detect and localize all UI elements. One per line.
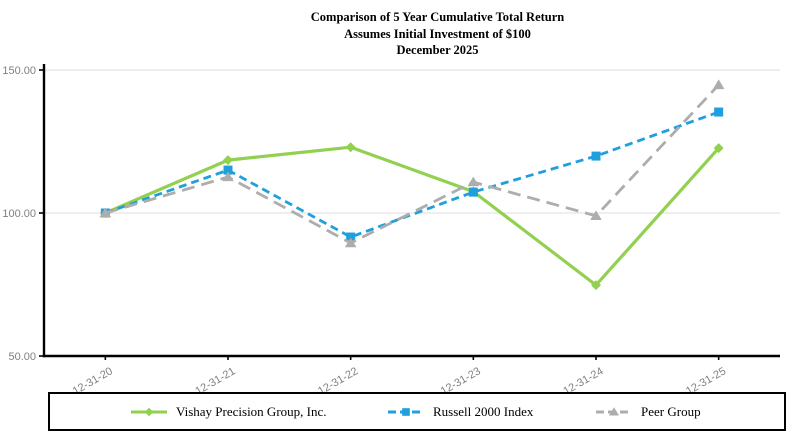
y-tick-label: 50.00 (8, 351, 36, 363)
triangle-marker (344, 237, 357, 248)
x-tick-label: 12-31-20 (71, 365, 115, 392)
diamond-marker (223, 155, 233, 166)
legend-line-sample-russell (388, 407, 424, 416)
legend-entry-vishay: Vishay Precision Group, Inc. (130, 404, 327, 420)
triangle-marker (467, 176, 480, 187)
chart-title: Comparison of 5 Year Cumulative Total Re… (80, 9, 795, 59)
chart-title-line3: December 2025 (396, 43, 479, 57)
chart-title-line2: Assumes Initial Investment of $100 (344, 26, 531, 41)
x-tick-label: 12-31-24 (561, 365, 605, 392)
triangle-marker (712, 79, 725, 90)
square-marker (402, 407, 410, 416)
square-marker (714, 107, 724, 117)
legend-line-sample-vishay (131, 407, 167, 416)
triangle-marker (99, 207, 112, 218)
x-tick-label: 12-31-21 (193, 365, 237, 392)
y-tick-label: 100.00 (2, 208, 36, 220)
legend-label-russell: Russell 2000 Index (433, 403, 534, 419)
legend: Vishay Precision Group, Inc. Russell 200… (48, 392, 786, 431)
square-marker (223, 165, 233, 175)
chart-title-line1: Comparison of 5 Year Cumulative Total Re… (310, 10, 565, 24)
legend-entry-russell: Russell 2000 Index (387, 404, 533, 420)
x-tick-label: 12-31-22 (316, 365, 360, 392)
gridlines (44, 69, 780, 214)
diamond-marker (713, 143, 724, 154)
square-marker (346, 232, 356, 242)
axes (39, 64, 780, 360)
legend-entry-peer: Peer Group (595, 404, 701, 420)
diamond-marker (144, 407, 154, 416)
square-marker (591, 151, 601, 161)
axis-tick-labels: 50.00 100.00 150.00 12-31-20 12-31-21 12-31-2… (2, 65, 728, 392)
x-tick-label: 12-31-25 (684, 365, 728, 392)
legend-line-sample-peer (596, 406, 632, 415)
diamond-marker (345, 142, 356, 153)
series-lines (99, 79, 725, 291)
legend-label-peer: Peer Group (641, 403, 701, 419)
x-tick-label: 12-31-23 (439, 365, 483, 392)
series-line-0 (104, 145, 720, 287)
series-line-2 (104, 83, 720, 245)
legend-label-vishay: Vishay Precision Group, Inc. (176, 403, 327, 419)
triangle-marker (222, 171, 234, 182)
square-marker (468, 187, 478, 197)
diamond-marker (591, 280, 601, 291)
y-tick-label: 150.00 (2, 65, 36, 77)
triangle-marker (590, 210, 602, 221)
line-chart: 50.00 100.00 150.00 12-31-20 12-31-21 12-31-2… (2, 64, 780, 392)
series-line-1 (104, 110, 720, 239)
triangle-marker (608, 406, 620, 415)
